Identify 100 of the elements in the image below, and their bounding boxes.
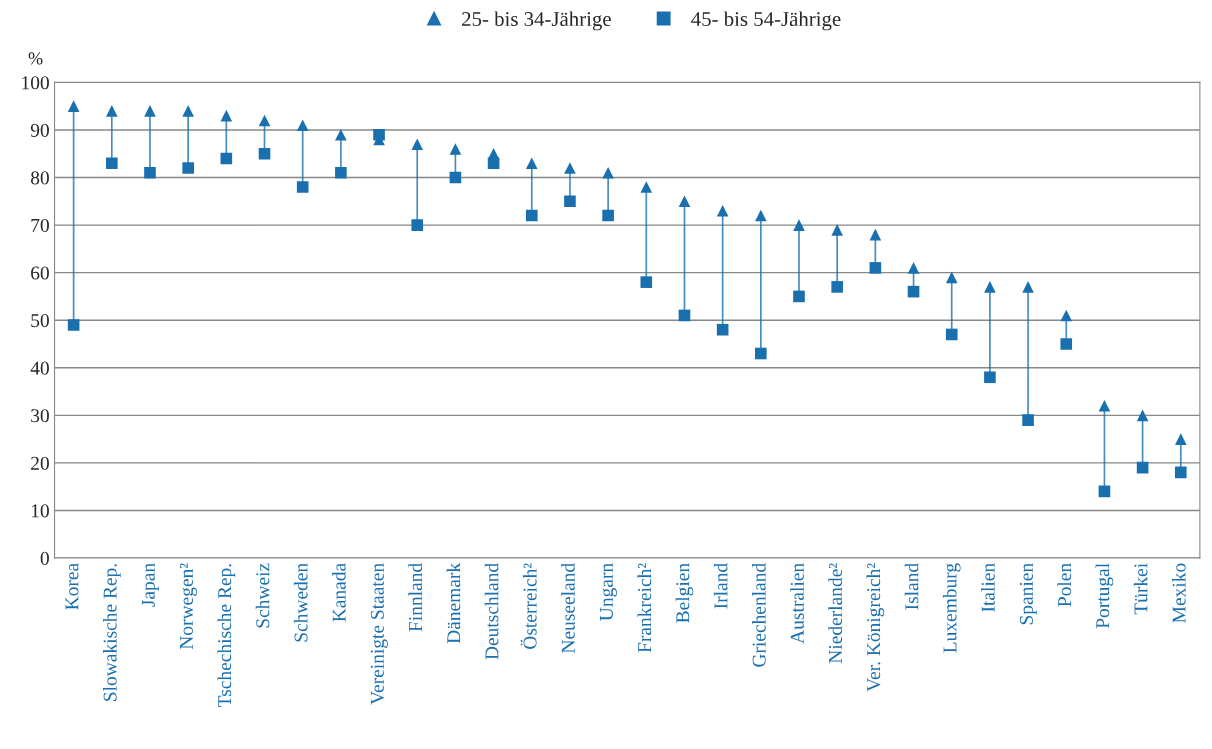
- point: [945, 271, 958, 284]
- y-tick-label: 100: [22, 76, 49, 90]
- point: [449, 143, 462, 155]
- point: [564, 195, 576, 208]
- point: [144, 105, 156, 117]
- point: [1098, 485, 1111, 498]
- x-tick-label: Türkei: [1133, 563, 1148, 615]
- point: [1174, 433, 1187, 445]
- x-tick-label: Australien: [790, 563, 804, 644]
- point: [106, 105, 118, 117]
- x-tick-label: Italien: [981, 563, 995, 612]
- x-tick-label: Japan: [141, 563, 159, 607]
- point: [1022, 281, 1034, 293]
- point: [335, 166, 347, 179]
- point: [984, 281, 996, 293]
- y-tick-label: 30: [31, 409, 49, 423]
- x-tick-label: Tschechische Rep.: [217, 564, 236, 707]
- x-tick-label: Spanien: [1019, 563, 1037, 625]
- y-tick-label: 60: [31, 266, 49, 280]
- point: [1136, 409, 1149, 422]
- point: [755, 209, 767, 222]
- point: [831, 281, 843, 293]
- point: [411, 138, 424, 151]
- x-tick-label: Niederlande²: [828, 563, 843, 664]
- x-tick-label: Finnland: [408, 563, 423, 632]
- point: [907, 285, 920, 298]
- point: [755, 347, 767, 360]
- point: [258, 114, 271, 127]
- x-tick-label: Irland: [713, 563, 728, 609]
- point: [296, 119, 309, 132]
- point: [335, 128, 347, 141]
- x-tick-label: Mexiko: [1171, 563, 1186, 623]
- point: [182, 162, 194, 174]
- x-tick-label: Kanada: [332, 563, 346, 622]
- point: [220, 109, 233, 122]
- point: [258, 147, 271, 160]
- point: [564, 162, 576, 174]
- point: [907, 262, 920, 274]
- point: [487, 157, 500, 170]
- y-axis-title: %: [28, 52, 43, 65]
- y-tick-label: 70: [31, 218, 49, 233]
- point: [525, 157, 538, 170]
- point: [1174, 466, 1187, 479]
- x-tick-label: Slowakische Rep.: [102, 564, 121, 701]
- point: [984, 371, 996, 384]
- x-tick-label: Island: [904, 563, 919, 610]
- point: [945, 328, 958, 341]
- point: [67, 319, 80, 331]
- point: [1098, 400, 1111, 412]
- y-tick-label: 40: [30, 361, 49, 375]
- y-tick-label: 90: [30, 123, 49, 137]
- point: [602, 209, 614, 222]
- x-tick-label: Deutschland: [484, 563, 499, 660]
- x-tick-label: Belgien: [675, 563, 694, 623]
- y-tick-label: 80: [30, 171, 49, 185]
- point: [373, 128, 385, 141]
- point: [602, 166, 614, 179]
- x-tick-label: Österreich²: [520, 563, 537, 649]
- point: [1022, 414, 1034, 426]
- x-tick-label: Frankreich²: [637, 563, 652, 653]
- point: [678, 195, 691, 208]
- x-tick-label: Portugal: [1095, 563, 1114, 629]
- point: [525, 209, 538, 222]
- x-tick-label: Korea: [65, 563, 79, 610]
- point: [182, 105, 194, 117]
- point: [716, 205, 729, 217]
- x-tick-label: Ungarn: [600, 563, 617, 621]
- point: [716, 323, 729, 336]
- point: [67, 100, 80, 112]
- x-tick-label: Schweiz: [255, 563, 270, 628]
- point: [793, 219, 805, 231]
- x-tick-label: Vereinigte Staaten: [370, 563, 388, 705]
- legend-label: 25- bis 34-Jährige: [462, 11, 611, 31]
- point: [1136, 461, 1149, 474]
- point: [220, 152, 233, 165]
- x-tick-label: Dänemark: [446, 562, 461, 644]
- x-tick-label: Griechenland: [752, 563, 766, 667]
- point: [1060, 338, 1073, 350]
- y-tick-label: 0: [40, 551, 49, 565]
- y-tick-label: 20: [31, 456, 49, 470]
- x-tick-label: Norwegen²: [179, 563, 197, 650]
- point: [1060, 309, 1073, 322]
- point: [640, 181, 653, 193]
- point: [793, 290, 805, 303]
- point: [411, 219, 424, 231]
- y-tick-label: 50: [31, 314, 49, 328]
- x-tick-label: Neuseeland: [561, 563, 575, 654]
- point: [831, 224, 843, 236]
- point: [678, 309, 691, 322]
- point: [296, 181, 309, 193]
- point: [144, 166, 156, 179]
- point: [449, 171, 462, 184]
- point: [869, 262, 882, 274]
- legend-label: 45- bis 54-Jährige: [691, 11, 841, 31]
- x-tick-label: Ver. Königreich²: [866, 563, 885, 692]
- point: [106, 157, 118, 170]
- point: [869, 228, 882, 241]
- point: [640, 276, 653, 288]
- x-tick-label: Luxemburg: [942, 563, 961, 653]
- y-tick-label: 10: [31, 504, 49, 518]
